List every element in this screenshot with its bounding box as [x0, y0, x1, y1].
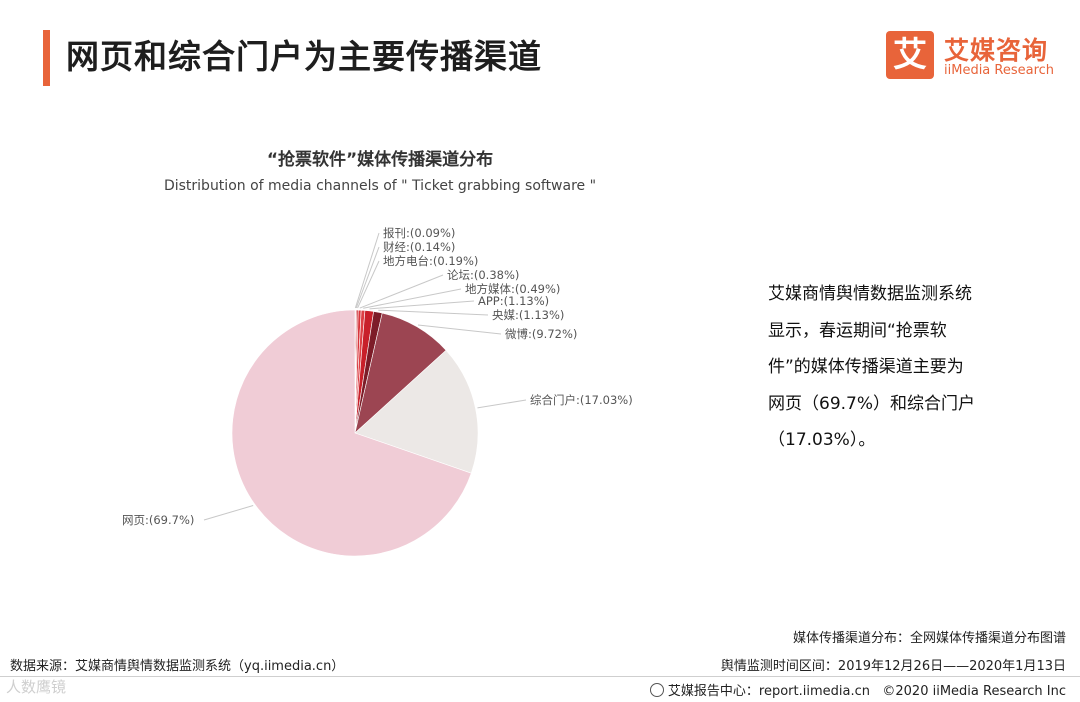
leader-line-0: [354, 232, 380, 309]
description-line: 艾媒商情舆情数据监测系统: [768, 284, 972, 304]
pie-chart: 报刊:(0.09%)财经:(0.14%)地方电台:(0.19%)论坛:(0.38…: [122, 226, 633, 557]
footer-credits: 艾媒报告中心：report.iimedia.cn ©2020 iiMedia R…: [649, 680, 1066, 699]
leader-line-7: [417, 324, 502, 335]
slice-label-4: 地方媒体:(0.49%): [465, 282, 560, 296]
data-source: 数据来源：艾媒商情舆情数据监测系统（yq.iimedia.cn）: [10, 659, 345, 674]
pie-slice-8: [354, 349, 479, 474]
copyright: ©2020 iiMedia Research Inc: [882, 684, 1066, 699]
description-line: （17.03%）。: [768, 430, 876, 450]
leader-line-9: [203, 505, 254, 521]
logo-cn-text: 艾媒咨询: [944, 36, 1049, 65]
pie-slice-7: [354, 312, 447, 434]
period-note: 舆情监测时间区间：2019年12月26日——2020年1月13日: [720, 659, 1066, 674]
logo-mark: 艾: [886, 31, 934, 79]
leader-line-3: [359, 274, 444, 309]
leader-line-6: [378, 309, 489, 316]
chart-subtitle: Distribution of media channels of " Tick…: [163, 178, 597, 194]
leader-line-4: [363, 288, 462, 309]
slice-label-1: 财经:(0.14%): [383, 240, 455, 254]
slice-label-3: 论坛:(0.38%): [447, 268, 519, 282]
description-line: 件”的媒体传播渠道主要为: [768, 357, 964, 377]
slice-label-7: 微博:(9.72%): [505, 327, 577, 341]
watermark: 人数鹰镜: [6, 678, 67, 696]
leader-line-2: [357, 260, 380, 309]
slice-label-2: 地方电台:(0.19%): [383, 254, 478, 268]
slice-label-9: 网页:(69.7%): [122, 513, 194, 527]
description-text: 艾媒商情舆情数据监测系统 显示，春运期间“抢票软 件”的媒体传播渠道主要为 网页…: [768, 276, 1028, 459]
page-title: 网页和综合门户为主要传播渠道: [66, 37, 542, 76]
slice-label-8: 综合门户:(17.03%): [530, 393, 633, 407]
chart-title: “抢票软件”媒体传播渠道分布: [266, 150, 494, 170]
description-line: 显示，春运期间“抢票软: [768, 320, 947, 341]
channel-note: 媒体传播渠道分布：全网媒体传播渠道分布图谱: [792, 631, 1066, 646]
slice-label-6: 央媒:(1.13%): [492, 308, 564, 322]
slice-label-5: APP:(1.13%): [478, 294, 549, 308]
title-accent-bar: [43, 30, 50, 86]
globe-icon: [649, 683, 664, 697]
leader-line-5: [369, 300, 475, 310]
logo-en-text: iiMedia Research: [944, 63, 1055, 78]
report-center-link[interactable]: 艾媒报告中心：report.iimedia.cn: [667, 684, 870, 699]
leader-line-1: [355, 246, 380, 309]
pie-slice-9: [231, 309, 472, 557]
footer-divider: [0, 676, 1080, 677]
slice-label-0: 报刊:(0.09%): [383, 226, 455, 240]
leader-line-8: [477, 399, 527, 409]
description-line: 网页（69.7%）和综合门户: [768, 393, 976, 414]
iimedia-logo: 艾 艾媒咨询 iiMedia Research: [886, 31, 1066, 81]
